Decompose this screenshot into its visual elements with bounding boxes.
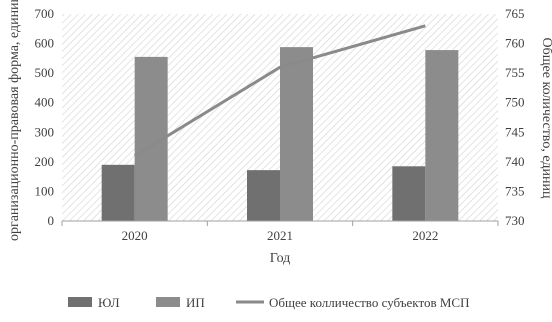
y-tick-label: 400 [35,95,55,110]
y-tick-label: 600 [35,36,55,51]
bar-ИП-2021 [280,47,313,222]
legend-label: ЮЛ [98,295,120,310]
y-tick-label: 700 [35,6,55,21]
x-axis-ticks: 2020 2021 2022 [61,221,499,243]
y2-tick-label: 730 [505,213,525,228]
series-line [133,24,426,158]
y-tick-label: 300 [35,124,55,139]
y2-tick-label: 760 [505,36,525,51]
bar-ЮЛ-2021 [247,170,280,221]
bar-ЮЛ-2020 [101,164,135,221]
y-tick-label: 0 [48,213,55,228]
y2-tick-label: 740 [505,154,525,169]
legend-label: ИП [186,295,205,310]
y-tick-label: 500 [35,65,55,80]
bar-ИП-2022 [425,50,459,221]
bars-layer [101,47,459,222]
legend: ЮЛ ИП Общее колличество субъектов МСП [68,295,469,310]
y-axis-title: организационно-правовая форма, единиц [7,0,22,241]
y2-tick-label: 750 [505,95,525,110]
y-tick-label: 100 [35,183,55,198]
left-axis-ticks: 0 100 200 300 400 500 600 700 [35,6,55,228]
y-tick-label: 200 [35,154,55,169]
legend-label: Общее колличество субъектов МСП [269,295,469,310]
y2-tick-label: 765 [505,6,525,21]
line-layer [133,24,426,158]
y2-tick-label: 745 [505,124,525,139]
y2-axis-title: Общее количество, единиц [539,38,552,199]
y2-tick-label: 735 [505,183,525,198]
y2-tick-label: 755 [505,65,525,80]
x-axis-title: Год [270,251,291,266]
right-axis-ticks: 730 735 740 745 750 755 760 765 [505,6,525,228]
x-tick-label: 2020 [122,228,148,243]
bar-ЮЛ-2022 [392,166,426,221]
legend-swatch [68,297,92,307]
legend-swatch [156,297,180,307]
x-tick-label: 2021 [267,228,293,243]
x-tick-label: 2022 [412,228,438,243]
